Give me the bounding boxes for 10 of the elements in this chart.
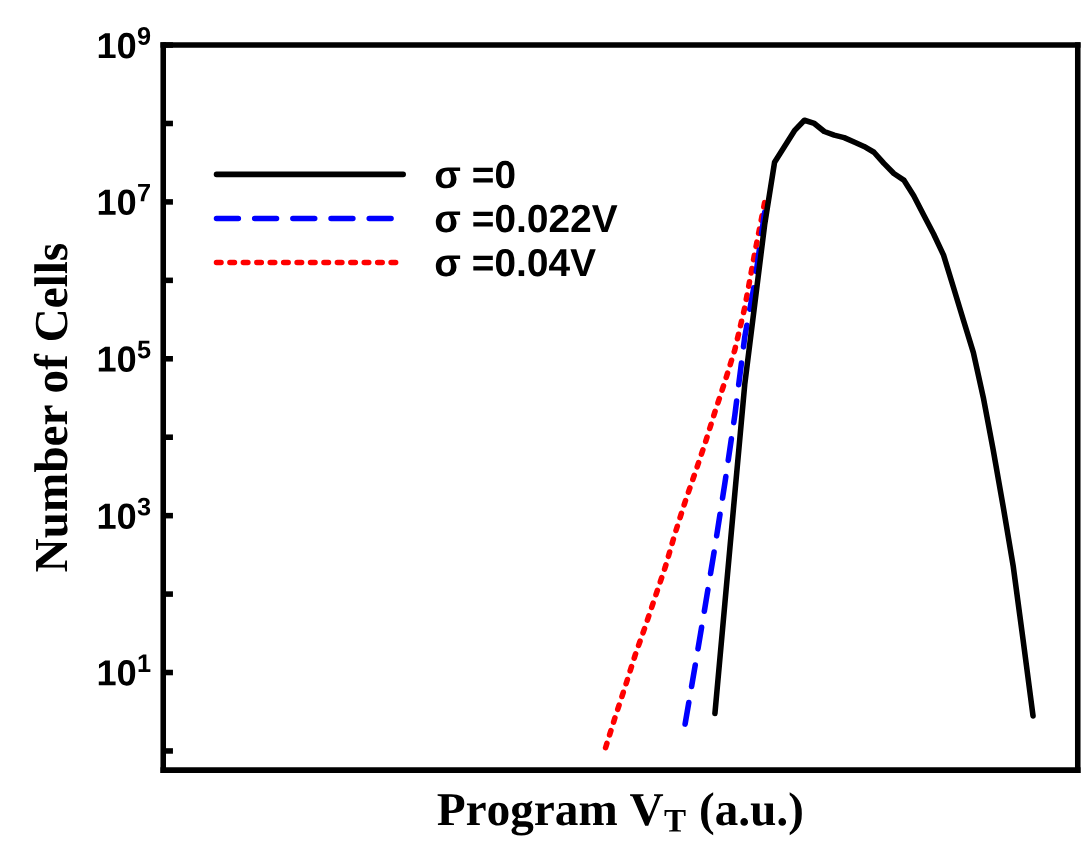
x-axis-title: Program V$_{T}$ (a.u.): [437, 792, 802, 836]
y-tick-label: 10$^{9}$: [98, 27, 151, 59]
legend-label: σ =0: [435, 160, 515, 189]
y-axis-title: Number of Cells: [33, 243, 68, 572]
legend-label: σ =0.022V: [435, 204, 618, 233]
y-tick-label: 10$^{5}$: [98, 340, 151, 372]
legend-label: σ =0.04V: [435, 248, 596, 277]
y-tick-label: 10$^{7}$: [98, 183, 150, 216]
y-tick-label: 10$^{1}$: [98, 654, 151, 686]
y-tick-label: 10$^{3}$: [98, 497, 151, 530]
